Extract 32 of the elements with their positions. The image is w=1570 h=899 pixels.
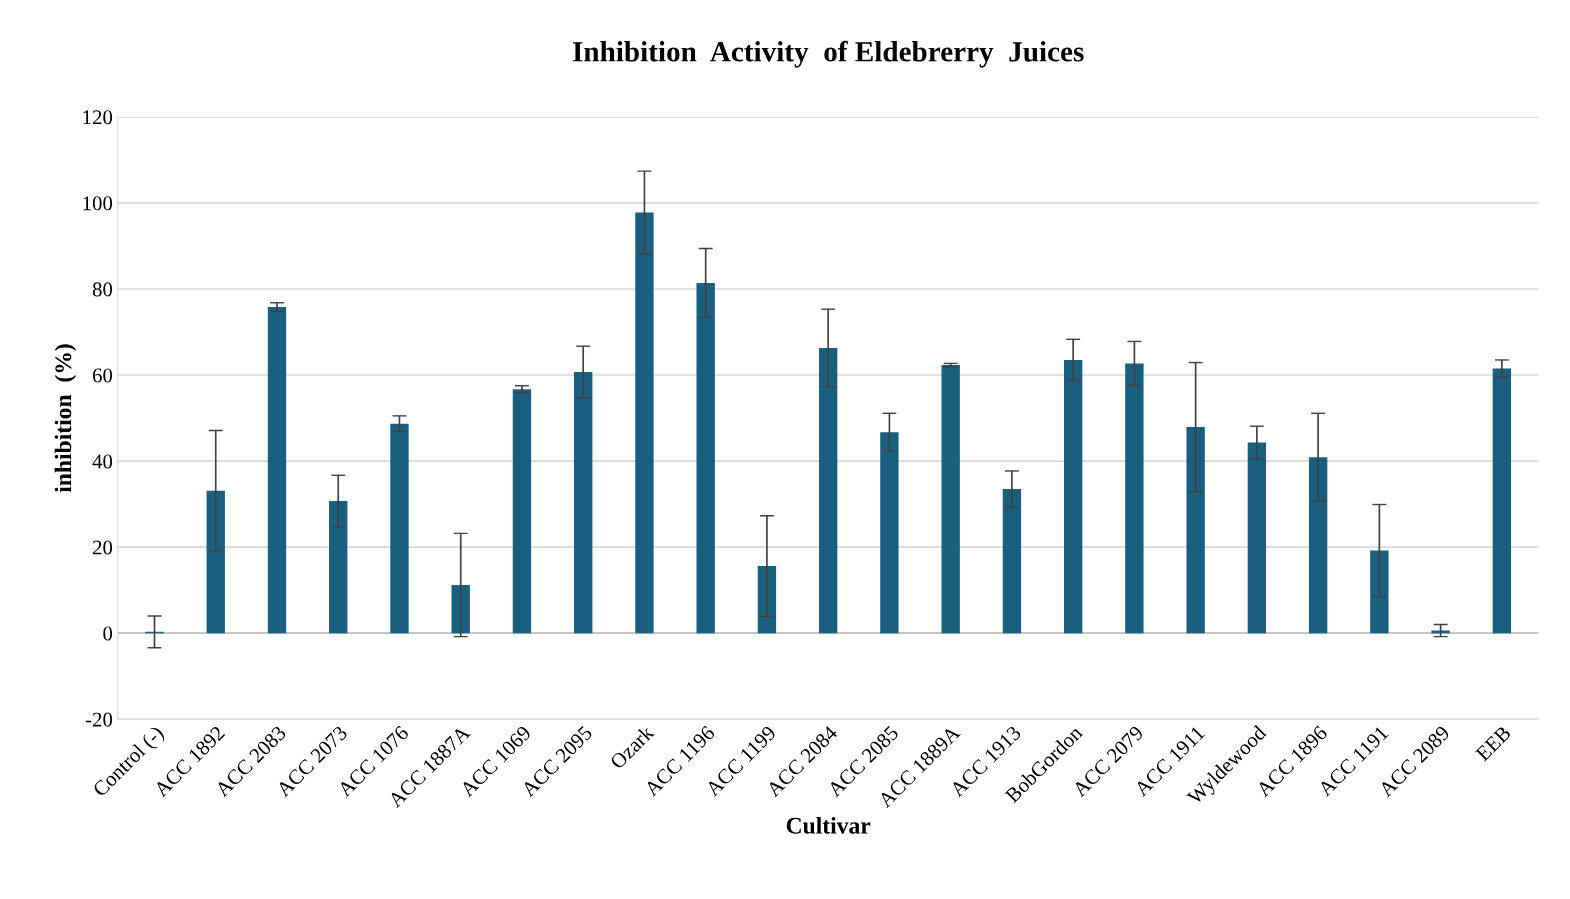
bar (574, 372, 593, 634)
chart-title: Inhibition Activity of Eldebrerry Juices (572, 40, 1084, 68)
y-axis-title: inhibition (%) (54, 344, 77, 493)
bar (1308, 457, 1328, 634)
bar (696, 282, 715, 634)
y-tick-label: 60 (92, 368, 113, 383)
x-axis-title: Cultivar (786, 817, 871, 834)
y-tick-label: 120 (83, 110, 113, 125)
bar (1002, 489, 1022, 634)
y-tick-label: 80 (92, 282, 113, 297)
y-tick-label: 40 (92, 454, 113, 469)
y-tick-label: 20 (92, 540, 113, 555)
bar (512, 389, 532, 634)
y-tick-label: 100 (83, 196, 113, 211)
bar (941, 365, 960, 634)
bar (1063, 359, 1083, 634)
bar (1492, 368, 1512, 634)
bar (635, 212, 654, 634)
bar (329, 501, 348, 634)
bar (1186, 427, 1205, 634)
bar (267, 307, 287, 634)
bar (1125, 363, 1144, 634)
bar (818, 347, 838, 634)
x-tick-label: EEB (1475, 725, 1512, 762)
bar (757, 566, 777, 634)
bar (390, 423, 409, 634)
y-tick-label: 0 (103, 626, 113, 641)
bar (880, 432, 899, 634)
bar (206, 490, 225, 634)
y-tick-label: -20 (85, 712, 113, 727)
bar (1370, 550, 1389, 634)
bar (1247, 442, 1267, 634)
